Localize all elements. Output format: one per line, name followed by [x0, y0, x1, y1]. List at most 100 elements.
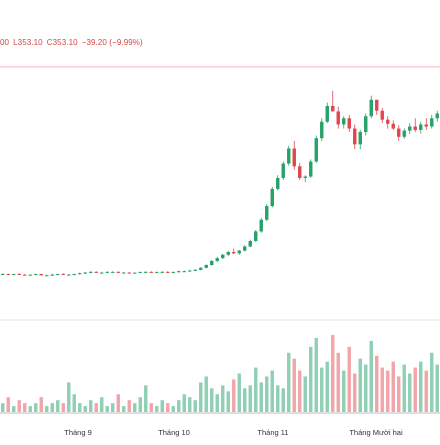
volume-bar [380, 367, 384, 412]
candle [34, 273, 38, 276]
candle-body [237, 250, 241, 254]
candle [83, 271, 87, 274]
volume-bar [276, 385, 280, 412]
candle-body [430, 118, 434, 127]
candle-body [67, 274, 71, 276]
volume-bar [221, 385, 225, 412]
volume-bar [364, 364, 368, 412]
candle [298, 162, 302, 180]
candle [226, 250, 230, 257]
candle [353, 124, 357, 150]
volume-bar [188, 397, 192, 412]
candle-body [353, 128, 357, 145]
candle [342, 116, 346, 129]
candle [144, 271, 148, 273]
volume-bar [111, 403, 115, 412]
candle [419, 121, 423, 134]
volume-bar [419, 361, 423, 412]
candle [303, 175, 307, 183]
volume-bar [292, 358, 296, 412]
candle [265, 204, 269, 222]
candle [133, 272, 137, 274]
volume-bar [72, 394, 76, 412]
volume-bar [210, 388, 214, 412]
candle [116, 271, 120, 273]
candle [28, 274, 32, 276]
volume-bar [402, 364, 406, 412]
candle-body [45, 275, 49, 277]
candle [435, 110, 439, 122]
volume-bar [430, 352, 434, 412]
candle-body [287, 148, 291, 164]
volume-bar [50, 403, 54, 412]
candle-body [122, 272, 126, 274]
candle-body [89, 271, 93, 273]
x-tick-label: Tháng 10 [158, 428, 190, 437]
candle-body [347, 118, 351, 129]
candle-body [144, 271, 148, 273]
candle-body [23, 274, 27, 276]
candle [331, 90, 335, 112]
volume-bar [325, 361, 329, 412]
candle-body [325, 105, 329, 122]
volume-bar [155, 406, 159, 412]
candle [78, 272, 82, 275]
candle-body [12, 273, 16, 275]
candle-body [56, 273, 60, 275]
candle [369, 95, 373, 119]
volume-bar [160, 400, 164, 412]
candle [72, 273, 76, 276]
candle [39, 273, 43, 276]
candle-body [397, 128, 401, 137]
volume-bar [78, 403, 82, 412]
volume-bar [17, 400, 21, 412]
candle [122, 271, 126, 274]
candle-body [386, 119, 390, 124]
volume-bar [391, 361, 395, 412]
candle-body [39, 273, 43, 276]
volume-bar [127, 400, 131, 412]
volume-bar [248, 385, 252, 412]
candle-body [391, 123, 395, 129]
candle-body [193, 269, 197, 271]
candle [105, 271, 109, 274]
volume-bar [61, 403, 65, 412]
candle [155, 271, 159, 274]
candle-body [358, 132, 362, 145]
candle-body [116, 271, 120, 273]
volume-bar [435, 364, 439, 412]
candle [100, 271, 104, 274]
candle [204, 264, 208, 269]
candle [413, 118, 417, 132]
candle-body [259, 219, 263, 232]
candle [17, 273, 21, 275]
candle [430, 114, 434, 129]
volume-bar [287, 352, 291, 412]
candle-body [149, 271, 153, 273]
volume-bar [259, 382, 263, 412]
candle [61, 273, 65, 275]
candle [199, 267, 203, 271]
volume-bar [320, 367, 324, 412]
candle-body [270, 188, 274, 207]
volume-bar [34, 403, 38, 412]
ohlc-legend: 00 L353.10 C353.10 −39.20 (−9.99%) [0, 38, 147, 47]
candle [193, 269, 197, 272]
candle-body [133, 272, 137, 274]
volume-bar [171, 406, 175, 412]
candle [375, 99, 379, 115]
candle-body [199, 267, 203, 270]
candle [314, 135, 318, 163]
candle [347, 114, 351, 132]
candle [386, 116, 390, 129]
candle [380, 108, 384, 124]
legend-low: L353.10 [13, 38, 43, 47]
volume-bar [265, 376, 269, 412]
volume-bar [331, 335, 335, 412]
candle-body [171, 271, 175, 273]
candle [138, 271, 142, 274]
candle-body [188, 270, 192, 272]
candle-body [6, 273, 10, 275]
